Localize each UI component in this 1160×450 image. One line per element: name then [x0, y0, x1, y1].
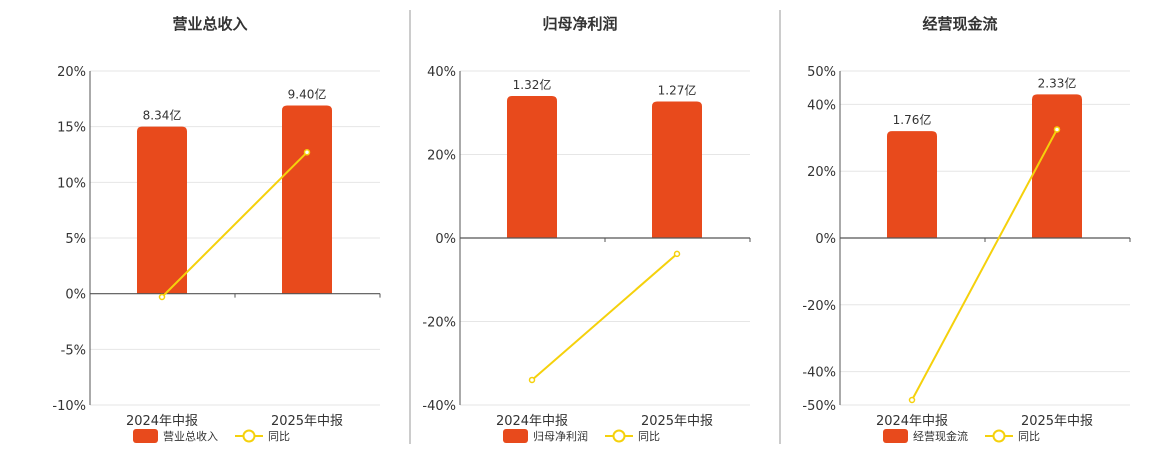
bar-value-label: 1.27亿	[658, 82, 697, 97]
yoy-point	[673, 250, 681, 258]
chart-panel-2: 归母净利润 40% 20% 0% -20% -40% 1.32亿 1.27亿 2024年中报 20…	[422, 15, 751, 443]
legend-line-label: 同比	[1018, 430, 1040, 443]
y-tick-label: -20%	[422, 316, 456, 331]
bar-value-label: 1.32亿	[513, 77, 552, 92]
y-tick-label: 50%	[807, 65, 836, 80]
x-category-label: 2025年中报	[271, 414, 343, 429]
chart-title: 归母净利润	[542, 15, 617, 33]
x-category-label: 2024年中报	[876, 414, 948, 429]
bar	[507, 96, 557, 238]
bar-value-label: 2.33亿	[1038, 75, 1077, 90]
yoy-line	[911, 128, 1058, 401]
legend-line-label: 同比	[268, 430, 290, 443]
x-category-label: 2024年中报	[126, 414, 198, 429]
yoy-point	[908, 396, 916, 404]
legend-bar-swatch	[883, 429, 908, 443]
yoy-point	[303, 149, 311, 156]
y-tick-label: 20%	[427, 149, 456, 164]
x-category-label: 2024年中报	[496, 414, 568, 429]
y-tick-label: 40%	[427, 65, 456, 80]
yoy-point	[1053, 126, 1061, 133]
bar-value-label: 8.34亿	[143, 108, 182, 123]
legend: 归母净利润 同比	[503, 429, 660, 443]
y-tick-label: -40%	[802, 366, 836, 381]
chart-title: 经营现金流	[922, 15, 997, 33]
legend-bar-label: 经营现金流	[913, 429, 968, 443]
yoy-line	[161, 151, 308, 298]
chart-title: 营业总收入	[172, 15, 247, 33]
yoy-line	[531, 253, 678, 381]
y-tick-label: 0%	[435, 232, 456, 247]
legend-line-marker	[242, 429, 256, 443]
legend-line-label: 同比	[638, 430, 660, 443]
y-tick-label: 20%	[57, 65, 86, 80]
legend-bar-label: 归母净利润	[533, 429, 588, 443]
y-tick-label: 40%	[807, 98, 836, 113]
y-tick-label: 5%	[65, 232, 86, 247]
y-tick-label: 0%	[65, 288, 86, 303]
y-tick-label: 0%	[815, 232, 836, 247]
y-tick-label: -5%	[61, 343, 86, 358]
x-category-label: 2025年中报	[641, 414, 713, 429]
yoy-point	[528, 376, 536, 384]
y-tick-label: -50%	[802, 399, 836, 414]
y-tick-label: -40%	[422, 399, 456, 414]
legend-bar-swatch	[503, 429, 528, 443]
x-category-label: 2025年中报	[1021, 414, 1093, 429]
yoy-point	[158, 293, 166, 301]
y-tick-label: 15%	[57, 121, 86, 136]
bar	[282, 105, 332, 294]
bar-value-label: 1.76亿	[893, 112, 932, 127]
y-tick-label: 20%	[807, 165, 836, 180]
y-tick-label: -20%	[802, 299, 836, 314]
chart-panel-3: 经营现金流 50% 40% 20% 0% -20% -40% -50% 1.76亿 2.33亿 20…	[802, 15, 1131, 443]
legend-bar-label: 营业总收入	[163, 429, 218, 443]
bar	[137, 126, 187, 294]
bar	[652, 101, 702, 238]
chart-panel-1: 营业总收入 20% 15% 10% 5% 0% -5% -10% 8.34亿 9.40亿 2024年…	[52, 15, 381, 443]
legend-bar-swatch	[133, 429, 158, 443]
legend: 营业总收入 同比	[133, 429, 290, 443]
legend-line-marker	[612, 429, 626, 443]
legend: 经营现金流 同比	[883, 429, 1040, 443]
bar-value-label: 9.40亿	[288, 87, 327, 102]
y-tick-label: 10%	[57, 176, 86, 191]
legend-line-marker	[992, 429, 1006, 443]
bar	[887, 131, 937, 238]
bar	[1032, 94, 1082, 238]
y-tick-label: -10%	[52, 399, 86, 414]
